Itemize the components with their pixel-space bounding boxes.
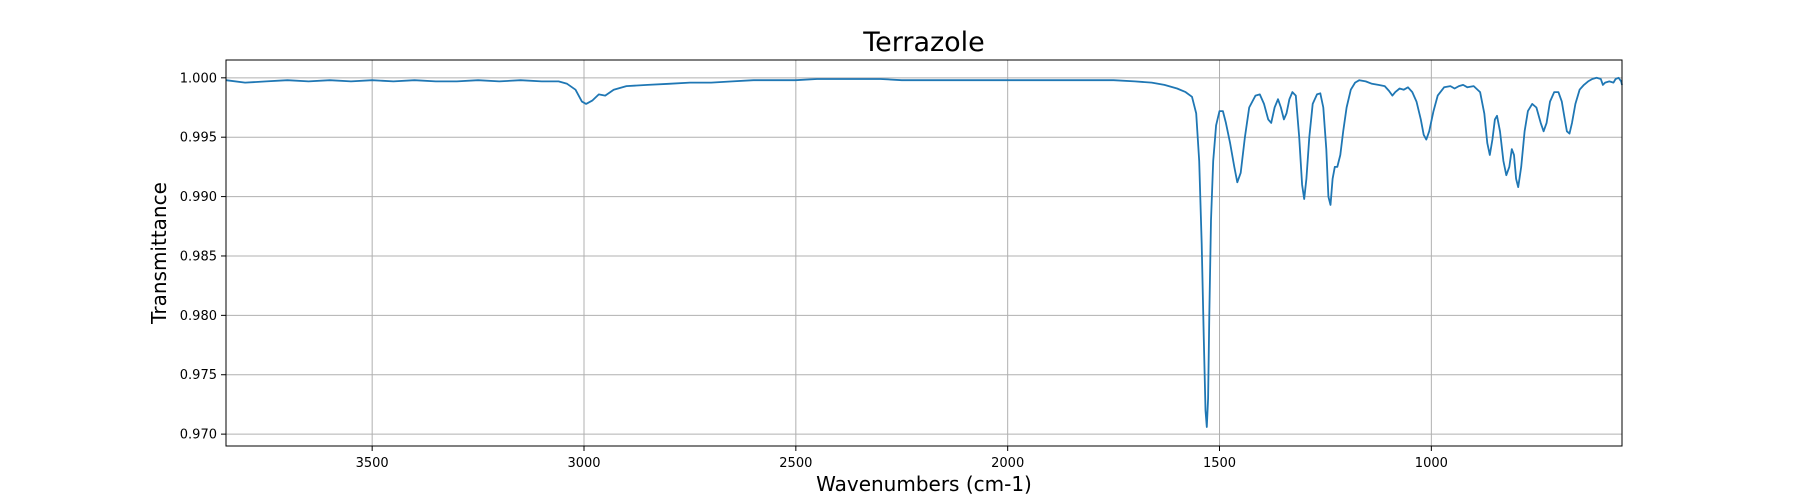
y-tick-label: 0.970 — [180, 428, 217, 443]
x-tick-label: 2500 — [779, 456, 812, 471]
grid-layer — [226, 60, 1622, 446]
series-layer — [225, 76, 1623, 428]
y-tick-label: 0.980 — [180, 309, 217, 324]
x-axis-label: Wavenumbers (cm-1) — [816, 472, 1032, 496]
y-tick-label: 0.975 — [180, 368, 217, 383]
y-axis-label: Transmittance — [147, 182, 171, 325]
y-tick-label: 1.000 — [180, 71, 217, 86]
y-tick-label: 0.995 — [180, 131, 217, 146]
plot-frame — [225, 59, 1623, 447]
x-tick-label: 1500 — [1203, 456, 1236, 471]
x-axis: 3500 3000 2500 2000 1500 1000 — [356, 446, 1448, 471]
x-tick-label: 3500 — [356, 456, 389, 471]
y-tick-label: 0.985 — [180, 249, 217, 264]
chart-title: Terrazole — [862, 27, 985, 58]
y-axis: 0.970 0.975 0.980 0.985 0.990 0.995 1.000 — [180, 71, 226, 443]
y-tick-label: 0.990 — [180, 190, 217, 205]
spectrum-line — [225, 76, 1623, 428]
x-tick-label: 1000 — [1415, 456, 1448, 471]
x-tick-label: 3000 — [567, 456, 600, 471]
x-tick-label: 2000 — [991, 456, 1024, 471]
